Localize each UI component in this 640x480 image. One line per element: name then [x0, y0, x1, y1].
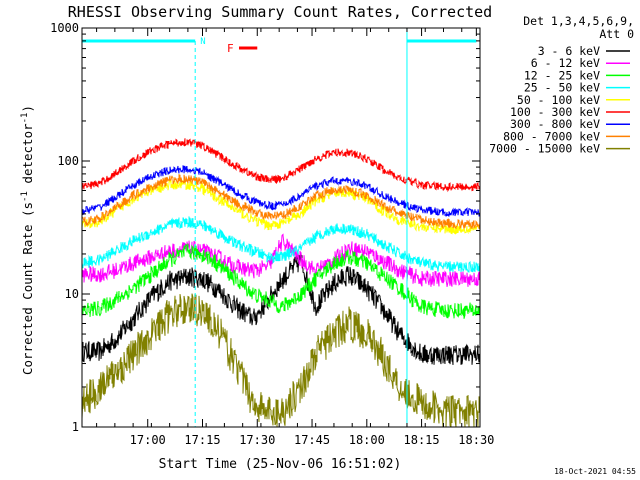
series-line-9 [82, 293, 480, 427]
x-tick-label-2: 17:15 [184, 433, 220, 447]
flare-label: F [227, 42, 234, 55]
render-timestamp: 18-Oct-2021 04:55 [554, 467, 636, 476]
x-tick-label-1: 17:00 [130, 433, 166, 447]
y-tick-label-1: 1 [72, 420, 79, 434]
legend-label-8: 800 - 7000 keV [503, 129, 600, 143]
y-tick-label-3: 100 [57, 154, 79, 168]
legend-label-3: 12 - 25 keV [524, 68, 600, 82]
legend-label-7: 300 - 800 keV [510, 117, 600, 131]
plot-frame [81, 27, 481, 428]
y-axis-label: Corrected Count Rate (s-1 detector-1) [20, 105, 35, 375]
legend-label-4: 25 - 50 keV [524, 81, 600, 95]
x-tick-label-7: 18:30 [458, 433, 494, 447]
legend-label-1: 3 - 6 keV [538, 44, 600, 58]
series-line-3 [82, 243, 480, 319]
y-tick-label-2: 10 [65, 287, 79, 301]
series-line-6 [82, 138, 480, 193]
legend-label-2: 6 - 12 keV [531, 56, 600, 70]
legend-label-5: 50 - 100 keV [517, 93, 600, 107]
x-axis-label: Start Time (25-Nov-06 16:51:02) [159, 457, 402, 472]
x-tick-label-5: 18:00 [349, 433, 385, 447]
series-line-4 [82, 216, 480, 273]
legend-label-9: 7000 - 15000 keV [489, 142, 600, 156]
x-tick-label-3: 17:30 [239, 433, 275, 447]
y-tick-label-4: 1000 [50, 21, 79, 35]
legend-header-line-1: Det 1,3,4,5,6,9, [523, 14, 634, 28]
legend-header-line-2: Att 0 [599, 27, 634, 41]
x-tick-label-6: 18:15 [404, 433, 440, 447]
series-line-8 [82, 174, 480, 230]
series-lines [82, 138, 480, 427]
series-line-7 [82, 165, 480, 217]
series-line-5 [82, 178, 480, 235]
x-tick-label-4: 17:45 [294, 433, 330, 447]
axes: 1 10 100 1000 17:00 17:15 17:30 17:45 18:00 18:15… [50, 21, 494, 447]
chart-title: RHESSI Observing Summary Count Rates, Co… [68, 3, 492, 21]
series-line-1 [82, 252, 480, 365]
legend-label-6: 100 - 300 keV [510, 105, 600, 119]
night-label: N [200, 37, 205, 47]
